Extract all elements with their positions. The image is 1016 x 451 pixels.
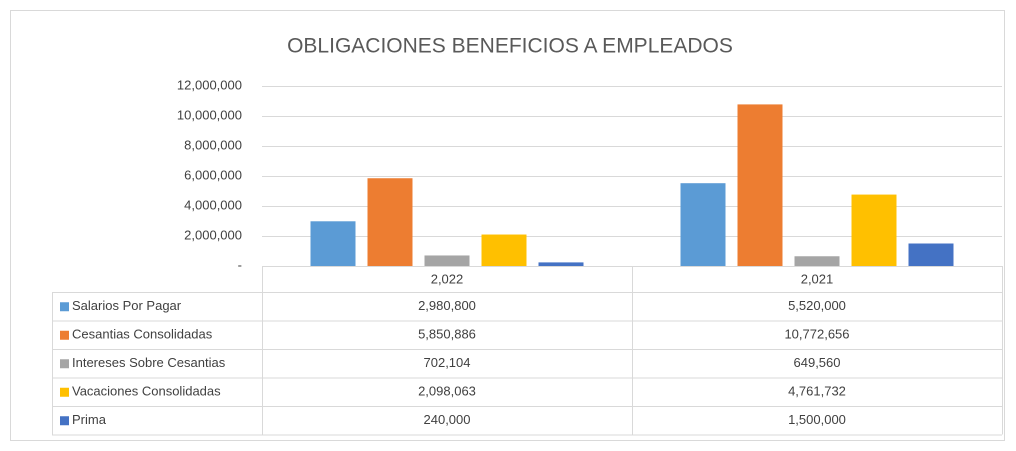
bar (794, 256, 840, 266)
table-cell: 1,500,000 (788, 412, 846, 427)
legend-marker (60, 359, 69, 369)
y-tick-label: 6,000,000 (184, 167, 242, 182)
y-tick-label: 4,000,000 (184, 197, 242, 212)
bar (424, 255, 470, 266)
bar (367, 178, 413, 266)
y-tick-label: 8,000,000 (184, 137, 242, 152)
legend-marker (60, 302, 69, 312)
bar (908, 243, 954, 266)
table-cell: 2,980,800 (418, 298, 476, 313)
legend-marker (60, 387, 69, 397)
bar (310, 221, 356, 266)
legend-label: Vacaciones Consolidadas (72, 384, 221, 399)
table-cell: 2,098,063 (418, 384, 476, 399)
table-cell: 4,761,732 (788, 384, 846, 399)
legend-marker (60, 416, 69, 426)
bar (851, 194, 897, 266)
legend-label: Cesantias Consolidadas (72, 327, 213, 342)
y-tick-label: - (238, 257, 242, 272)
chart-border (10, 10, 1005, 441)
table-cell: 649,560 (794, 355, 841, 370)
table-cell: 5,850,886 (418, 327, 476, 342)
bar (737, 104, 783, 266)
bar (538, 262, 584, 266)
chart-title: OBLIGACIONES BENEFICIOS A EMPLEADOS (287, 35, 733, 58)
legend-label: Intereses Sobre Cesantias (72, 355, 226, 370)
legend-marker (60, 330, 69, 340)
y-tick-label: 10,000,000 (177, 107, 242, 122)
table-cell: 5,520,000 (788, 298, 846, 313)
table-cell: 702,104 (424, 355, 471, 370)
bar (680, 183, 726, 266)
bar (481, 234, 527, 266)
table-cell: 10,772,656 (784, 327, 849, 342)
x-tick-label: 2,022 (431, 271, 464, 286)
legend-label: Prima (72, 412, 107, 427)
table-cell: 240,000 (424, 412, 471, 427)
legend-label: Salarios Por Pagar (72, 298, 182, 313)
y-tick-label: 2,000,000 (184, 227, 242, 242)
y-tick-label: 12,000,000 (177, 77, 242, 92)
x-tick-label: 2,021 (801, 271, 834, 286)
